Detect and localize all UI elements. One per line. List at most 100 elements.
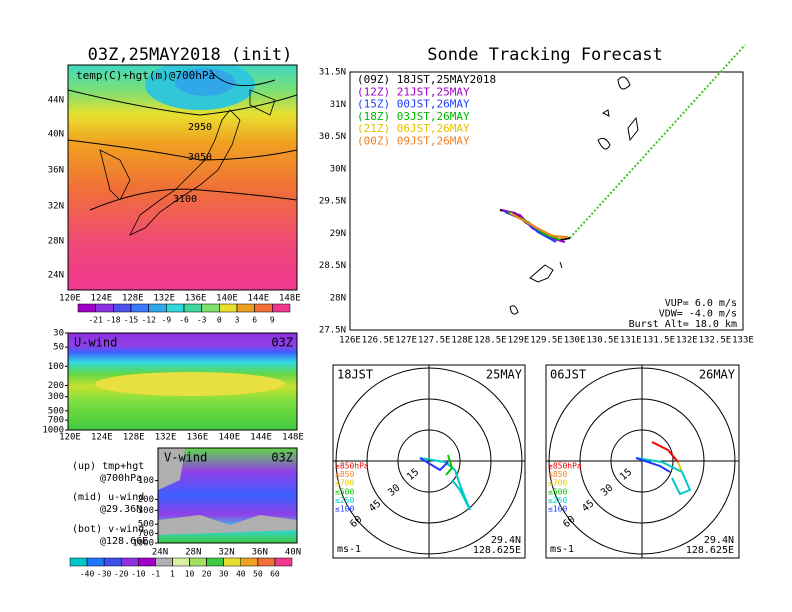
lon-label: 130.5E <box>586 336 619 346</box>
lon-label: 128E <box>451 336 473 346</box>
colorbar-swatch <box>95 303 114 313</box>
legend-entry: (18Z) 03JST,26MAY <box>357 110 470 123</box>
colorbar-label: -18 <box>106 316 121 325</box>
colorbar-label: 3 <box>235 316 240 325</box>
lon-label: 127E <box>395 336 417 346</box>
map-label: temp(C)+hgt(m)@700hPa <box>76 69 215 82</box>
profile <box>445 454 454 476</box>
colorbar-label: -20 <box>114 570 129 579</box>
colorbar-swatch <box>148 303 167 313</box>
lon-label: 126E <box>339 336 361 346</box>
lon-label: 129.5E <box>530 336 563 346</box>
lon-label: 126.5E <box>362 336 395 346</box>
colorbar-swatch <box>138 557 156 567</box>
colorbar-swatch <box>223 557 242 567</box>
parameter: VUP= 6.0 m/s <box>665 298 737 309</box>
contour-label: 3100 <box>173 194 197 205</box>
panel-label: V-wind <box>164 451 207 465</box>
lat-label: 28N <box>330 293 346 303</box>
colorbar-swatch <box>77 303 96 313</box>
colorbar-swatch <box>120 557 139 567</box>
island <box>509 76 639 315</box>
calm-region <box>158 448 297 535</box>
y-tick-label: 700 <box>48 416 64 426</box>
y-tick-label: 50 <box>53 343 64 353</box>
lon: 128.625E <box>473 545 521 556</box>
colorbar-swatch <box>86 557 105 567</box>
level-legend: ≤700 <box>335 479 354 488</box>
legend-entry: (12Z) 21JST,25MAY <box>357 85 470 98</box>
colorbar-swatch <box>206 557 224 567</box>
y-tick-label: 300 <box>138 506 154 516</box>
colorbar-label: -12 <box>141 316 156 325</box>
y-tick-label: 30 <box>53 329 64 339</box>
lon-label: 127.5E <box>418 336 451 346</box>
lon-label: 140E <box>216 294 238 304</box>
colorbar-label: 10 <box>185 570 195 579</box>
note: @700hPa <box>100 473 142 484</box>
profile <box>635 457 671 473</box>
colorbar-label: -15 <box>124 316 139 325</box>
colorbar-label: 6 <box>252 316 257 325</box>
profile <box>419 457 471 511</box>
colorbar-label: -3 <box>197 316 207 325</box>
colorbar-swatch <box>69 557 88 567</box>
y-tick-label: 500 <box>48 406 64 416</box>
level-legend: ≤250 <box>335 496 354 505</box>
colorbar-swatch <box>172 557 190 567</box>
panel-time: 03Z <box>271 336 293 350</box>
panel-label: U-wind <box>74 336 117 350</box>
lon-label: 120E <box>59 294 81 304</box>
lon-label: 148E <box>279 294 301 304</box>
colorbar-label: -9 <box>162 316 172 325</box>
parameter: Burst Alt= 18.0 km <box>629 319 737 330</box>
x-tick-label: 124E <box>91 433 113 443</box>
profile <box>419 457 449 472</box>
lon-label: 131E <box>620 336 642 346</box>
level-legend: ≤700 <box>548 479 567 488</box>
contour-label: 3050 <box>188 152 212 163</box>
hodo-date: 25MAY <box>486 368 523 382</box>
lon-label: 132.5E <box>699 336 732 346</box>
colorbar-swatch <box>103 557 122 567</box>
lon-label: 131.5E <box>643 336 676 346</box>
profile <box>677 461 683 473</box>
colorbar-swatch <box>219 303 238 313</box>
frame <box>157 447 298 544</box>
profile <box>651 441 679 463</box>
lon-label: 129E <box>508 336 530 346</box>
colorbar-label: -10 <box>131 570 146 579</box>
lon-label: 133E <box>732 336 754 346</box>
cold-core <box>175 68 235 96</box>
lat-label: 40N <box>48 130 64 140</box>
jet-core <box>95 372 285 396</box>
x-tick-label: 120E <box>59 433 81 443</box>
y-tick-label: 100 <box>138 476 154 486</box>
x-tick-label: 148E <box>282 433 304 443</box>
lat-label: 29N <box>330 229 346 239</box>
temperature-field <box>68 65 297 290</box>
lon-label: 130E <box>564 336 586 346</box>
colorbar-swatch <box>155 557 173 567</box>
legend-entry: (00Z) 09JST,26MAY <box>357 135 470 148</box>
colorbar-swatch <box>257 557 276 567</box>
colorbar-label: 40 <box>236 570 246 579</box>
contour-label: 2950 <box>188 122 212 133</box>
x-tick-label: 144E <box>250 433 272 443</box>
note: (up) tmp+hgt <box>72 461 144 472</box>
coastline <box>99 89 276 236</box>
panel-title: 03Z,25MAY2018 (init) <box>88 45 293 65</box>
x-tick-label: 28N <box>185 548 201 558</box>
colorbar-swatch <box>201 303 220 313</box>
lat-label: 30N <box>330 164 346 174</box>
colorbar-swatch <box>254 303 273 313</box>
level-legend: ≤850 <box>335 470 354 479</box>
lat-label: 32N <box>48 202 64 212</box>
y-tick-label: 200 <box>48 381 64 391</box>
hodo-time: 06JST <box>550 368 586 382</box>
x-tick-label: 132E <box>155 433 177 443</box>
colorbar-label: 60 <box>270 570 280 579</box>
lat-label: 29.5N <box>319 197 346 207</box>
lon-label: 136E <box>185 294 207 304</box>
